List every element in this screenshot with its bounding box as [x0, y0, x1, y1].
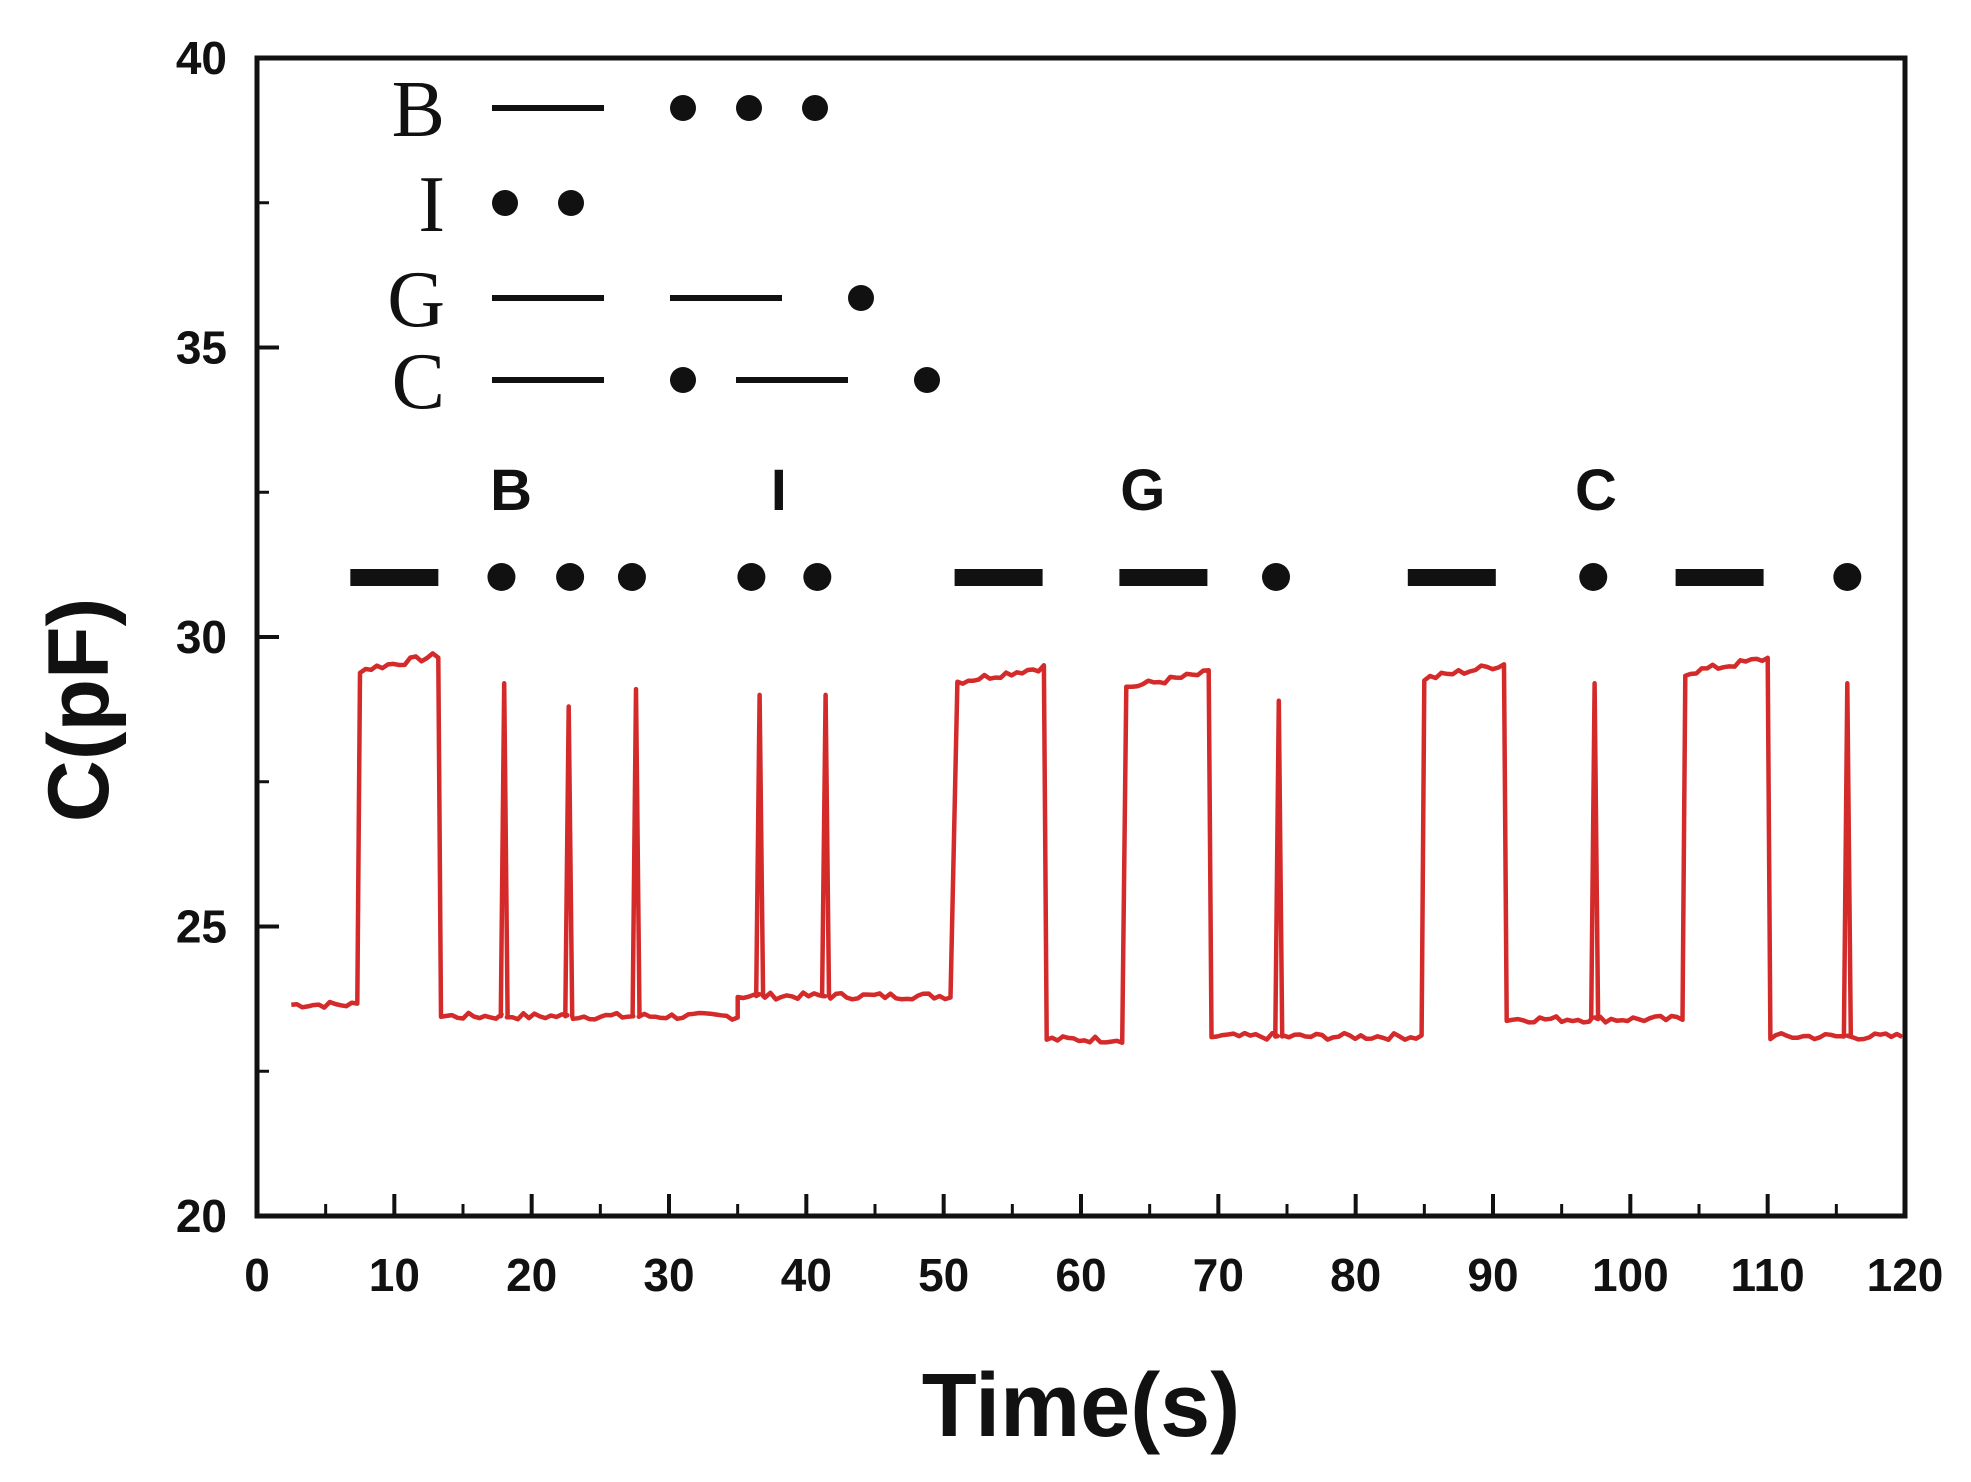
capacitance-trace — [291, 651, 1904, 1045]
legend-letter: C — [392, 338, 445, 426]
x-tick-label: 10 — [369, 1249, 420, 1301]
series-layer — [291, 651, 1904, 1045]
code-letter-label: C — [1575, 458, 1617, 523]
y-tick-label: 25 — [176, 901, 227, 953]
x-tick-label: 80 — [1330, 1249, 1381, 1301]
code-letter-label: I — [771, 458, 787, 523]
x-tick-label: 20 — [506, 1249, 557, 1301]
legend-letter: G — [387, 256, 445, 344]
code-dash-symbol — [1675, 569, 1764, 586]
x-tick-label: 110 — [1731, 1249, 1805, 1301]
code-letter-label: B — [490, 458, 532, 523]
legend-dot-symbol — [802, 95, 828, 121]
y-tick-label: 30 — [176, 611, 227, 663]
legend-dot-symbol — [914, 367, 940, 393]
legend-dot-symbol — [670, 367, 696, 393]
x-tick-label: 40 — [781, 1249, 832, 1301]
x-axis: 0 10 20 30 40 50 60 70 80 90 100 110 120 — [244, 1194, 1943, 1301]
code-dash-symbol — [1407, 569, 1496, 586]
legend-letter: I — [418, 161, 445, 249]
legend-letter: B — [392, 66, 445, 154]
legend-dot-symbol — [736, 95, 762, 121]
x-tick-label: 50 — [918, 1249, 969, 1301]
x-tick-label: 0 — [244, 1249, 270, 1301]
y-tick-label: 35 — [176, 322, 227, 374]
code-dash-symbol — [1119, 569, 1208, 586]
x-tick-label: 70 — [1193, 1249, 1244, 1301]
y-axis-title: C(pF) — [31, 598, 127, 822]
code-dash-symbol — [350, 569, 439, 586]
code-dot-symbol — [556, 563, 585, 591]
y-tick-label: 20 — [176, 1190, 227, 1242]
legend-dot-symbol — [670, 95, 696, 121]
y-tick-label: 40 — [176, 32, 227, 84]
x-tick-label: 60 — [1055, 1249, 1106, 1301]
code-dash-symbol — [954, 569, 1043, 586]
x-tick-label: 100 — [1592, 1249, 1669, 1301]
code-dot-symbol — [803, 563, 832, 591]
code-dot-symbol — [617, 563, 646, 591]
x-tick-label: 120 — [1867, 1249, 1944, 1301]
legend-dot-symbol — [848, 285, 874, 311]
code-dot-symbol — [1579, 563, 1608, 591]
x-tick-label: 30 — [643, 1249, 694, 1301]
code-dot-symbol — [487, 563, 516, 591]
legend-dot-symbol — [492, 190, 518, 216]
code-dot-symbol — [1262, 563, 1291, 591]
code-letter-label: G — [1120, 458, 1165, 523]
code-dot-symbol — [737, 563, 766, 591]
x-axis-title: Time(s) — [922, 1356, 1240, 1456]
legend-dot-symbol — [558, 190, 584, 216]
y-axis: 20 25 30 35 40 — [176, 32, 279, 1242]
x-tick-label: 90 — [1467, 1249, 1518, 1301]
code-dot-symbol — [1833, 563, 1862, 591]
